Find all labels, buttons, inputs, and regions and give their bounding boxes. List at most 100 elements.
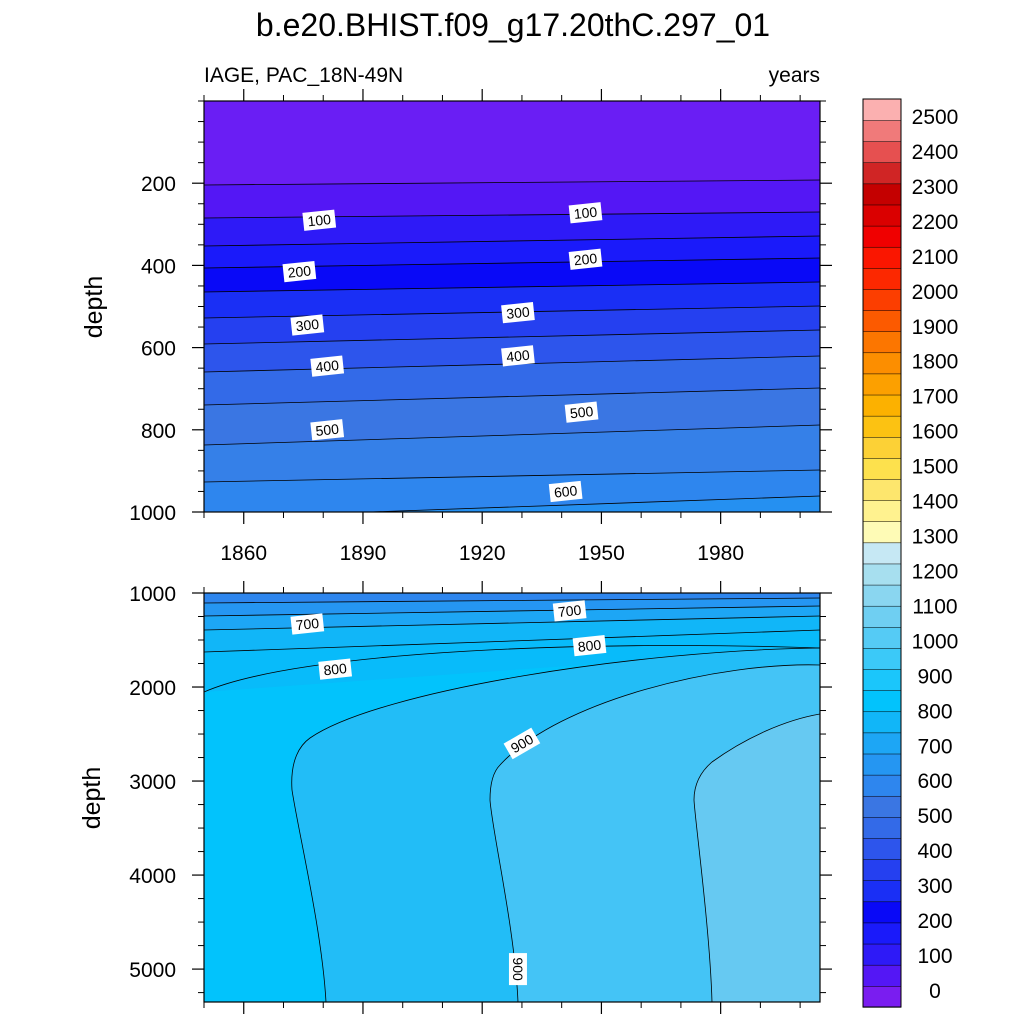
colorbar-box [862, 521, 902, 544]
contour-label-box [568, 202, 603, 224]
upper-y-axis-label: depth [80, 276, 108, 339]
colorbar-box [862, 985, 902, 1008]
contour-label-box [501, 345, 535, 367]
colorbar-box [862, 225, 902, 248]
colorbar-label: 1300 [912, 526, 959, 549]
contour-label: 700 [552, 600, 587, 622]
colorbar-box [862, 246, 902, 269]
contour-label: 300 [501, 302, 535, 324]
colorbar-label: 1800 [912, 351, 959, 374]
variable-label: IAGE, PAC_18N-49N [204, 64, 403, 87]
colorbar-box [862, 457, 902, 480]
contour-label-box [290, 613, 325, 635]
contour-label-text: 800 [323, 660, 348, 678]
lower-y-axis-label: depth [78, 767, 106, 830]
colorbar-box [862, 98, 902, 121]
colorbar-box [862, 204, 902, 227]
colorbar-label: 2300 [912, 176, 959, 199]
contour-label: 100 [302, 209, 337, 231]
colorbar-frame [862, 98, 902, 1008]
contour-label-text: 700 [295, 615, 320, 633]
colorbar-box [862, 605, 902, 628]
colorbar-box [862, 837, 902, 860]
y-tick-label: 800 [141, 420, 176, 443]
contour-label-box [548, 480, 583, 503]
contour-label-text: 700 [557, 602, 582, 620]
colorbar-box [862, 795, 902, 818]
upper-contour-fills [204, 101, 820, 512]
x-tick-label: 1920 [459, 542, 506, 565]
colorbar-box [862, 499, 902, 522]
contour-label-box [552, 600, 587, 622]
colorbar-box [862, 309, 902, 332]
y-tick-label: 2000 [129, 677, 176, 700]
colorbar-label: 700 [917, 735, 952, 758]
contour-label-text: 100 [573, 204, 598, 222]
colorbar-box [862, 478, 902, 501]
colorbar-box [862, 816, 902, 839]
y-tick-label: 400 [141, 255, 176, 278]
colorbar-box [862, 753, 902, 776]
contour-label-box [318, 658, 353, 680]
contour-label-box [568, 248, 603, 270]
contour-label: 400 [501, 345, 535, 367]
colorbar-label: 1400 [912, 491, 959, 514]
colorbar-label: 200 [917, 910, 952, 933]
contour-label-text: 400 [315, 357, 340, 375]
y-tick-label: 1000 [129, 502, 176, 525]
contour-label-box [310, 419, 345, 441]
contour-label-text: 200 [573, 250, 598, 268]
contour-label-text: 800 [577, 636, 602, 654]
contour-label: 200 [282, 260, 317, 283]
colorbar-box [862, 119, 902, 142]
upper-panel: 100 100 200 200 300 300 400 400 500 500 600 200 400… [80, 89, 832, 565]
colorbar-box [862, 162, 902, 185]
lower-contour-fills [204, 593, 820, 1002]
contour-label: 700 [290, 613, 325, 635]
colorbar-box [862, 626, 902, 649]
colorbar-box [862, 732, 902, 755]
upper-contour-labels: 100 100 200 200 300 300 400 400 500 500 600 [282, 202, 603, 503]
contour-label-box [564, 401, 599, 423]
contour-label-text: 200 [287, 262, 312, 280]
colorbar-label: 500 [917, 805, 952, 828]
contour-label-box [302, 209, 337, 231]
colorbar-box [862, 415, 902, 438]
colorbar-box [862, 352, 902, 375]
colorbar-box [862, 140, 902, 163]
colorbar-label: 1600 [912, 421, 959, 444]
colorbar-label: 2200 [912, 211, 959, 234]
contour-label-text: 300 [295, 316, 320, 334]
x-tick-label: 1890 [340, 542, 387, 565]
contour-label: 300 [290, 314, 325, 336]
lower-x-ticks [203, 581, 801, 1014]
colorbar-label: 400 [917, 840, 952, 863]
colorbar-label: 1700 [912, 386, 959, 409]
colorbar-box [862, 690, 902, 713]
contour-label: 500 [310, 419, 345, 441]
y-tick-label: 5000 [129, 959, 176, 982]
colorbar-box [862, 711, 902, 734]
x-tick-label: 1860 [220, 542, 267, 565]
colorbar-box [862, 288, 902, 311]
colorbar-label: 2400 [912, 141, 959, 164]
contour-label: 800 [318, 658, 353, 680]
lower-y-ticks: 1000 2000 3000 4000 5000 [129, 583, 832, 994]
contour-label-box [310, 355, 345, 377]
contour-label-text: 900 [510, 957, 526, 981]
contour-label: 500 [564, 401, 599, 423]
contour-label: 600 [548, 480, 583, 503]
colorbar-box [862, 436, 902, 459]
upper-x-ticks: 1860 1890 1920 1950 1980 [203, 89, 801, 565]
colorbar-label: 1000 [912, 630, 959, 653]
y-tick-label: 1000 [129, 583, 176, 606]
contour-label-box [282, 260, 317, 283]
colorbar: 0 100 200 300 400 500 600 700 800 900 1000 1100 1200… [862, 98, 959, 1008]
colorbar-box [862, 901, 902, 924]
y-tick-label: 4000 [129, 865, 176, 888]
contour-label: 800 [572, 635, 607, 657]
upper-y-ticks: 200 400 600 800 1000 [129, 100, 832, 525]
